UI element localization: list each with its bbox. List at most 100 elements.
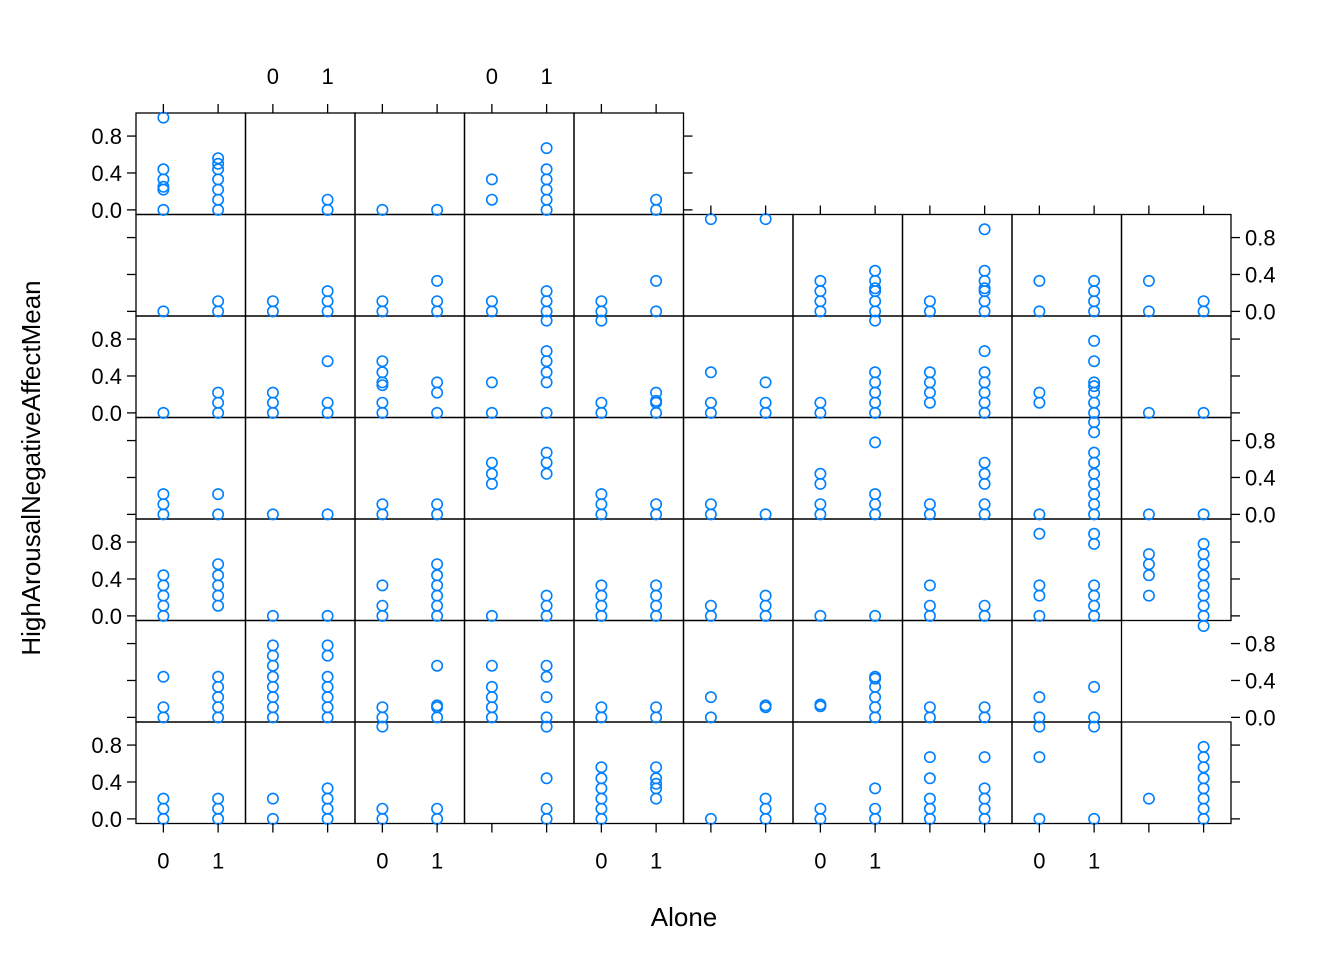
axes-layer: 0.0 0.4 0.8 0.0 0.4 0.8 0.0 0.4 0.8 0.0 0.4 0.8 0.0 0… [91, 64, 1275, 874]
panel-r4-c1 [244, 518, 356, 622]
data-point [1197, 558, 1210, 571]
data-point [869, 295, 882, 308]
data-point [923, 376, 936, 389]
data-point [485, 691, 498, 704]
y-tick-label: 0.0 [1245, 502, 1276, 527]
data-point [869, 314, 882, 327]
data-point [650, 305, 663, 318]
data-point [1197, 751, 1210, 764]
data-point [1197, 802, 1210, 815]
data-point [978, 456, 991, 469]
data-point [814, 467, 827, 480]
data-point [978, 345, 991, 358]
data-point [650, 792, 663, 805]
data-point [869, 711, 882, 724]
data-point [1142, 589, 1155, 602]
panel-r3-c3 [463, 416, 575, 520]
data-point [540, 711, 553, 724]
data-point [431, 498, 444, 511]
data-point [540, 802, 553, 815]
data-point [321, 295, 334, 308]
data-point [1033, 579, 1046, 592]
panel-r1-c9 [1120, 213, 1232, 317]
data-point [212, 589, 225, 602]
y-tick-label: 0.8 [1245, 429, 1276, 454]
data-point [540, 183, 553, 196]
data-point [759, 599, 772, 612]
data-point [1033, 711, 1046, 724]
data-point [540, 285, 553, 298]
data-point [1197, 579, 1210, 592]
x-tick-label: 0 [814, 849, 826, 874]
panel-r1-c4 [573, 213, 685, 317]
data-point [595, 782, 608, 795]
data-point [431, 599, 444, 612]
data-point [266, 670, 279, 683]
data-point [1197, 740, 1210, 753]
data-point [1197, 812, 1210, 825]
data-point [540, 406, 553, 419]
data-point [923, 599, 936, 612]
panel-r0-c2 [354, 112, 466, 216]
y-tick-label: 0.0 [91, 807, 122, 832]
data-point [321, 649, 334, 662]
data-point [978, 223, 991, 236]
data-point [704, 498, 717, 511]
x-axis-title: Alone [651, 902, 718, 932]
data-point [650, 589, 663, 602]
panel-r0-c4 [573, 112, 685, 216]
data-point [157, 305, 170, 318]
data-point [1033, 305, 1046, 318]
data-point [978, 467, 991, 480]
panel-r6-c0 [135, 721, 247, 825]
panel-r3-c5 [682, 416, 794, 520]
data-point [212, 792, 225, 805]
data-point [266, 609, 279, 622]
data-point [431, 802, 444, 815]
data-point [431, 589, 444, 602]
data-point [704, 711, 717, 724]
panel-r4-c8 [1011, 518, 1123, 622]
panel-r3-c7 [901, 416, 1013, 520]
data-point [376, 366, 389, 379]
data-point [704, 691, 717, 704]
panel-r6-c2 [354, 721, 466, 825]
data-point [266, 406, 279, 419]
panel-r3-c0 [135, 416, 247, 520]
y-tick-label: 0.8 [1245, 226, 1276, 251]
data-point [321, 193, 334, 206]
data-point [266, 680, 279, 693]
y-tick-label: 0.4 [91, 770, 122, 795]
data-point [321, 792, 334, 805]
data-point [321, 812, 334, 825]
data-point [212, 812, 225, 825]
data-point [869, 672, 882, 685]
x-tick-label: 1 [212, 849, 224, 874]
panel-r2-c3 [463, 315, 575, 419]
data-point [431, 558, 444, 571]
data-point [978, 366, 991, 379]
data-point [321, 305, 334, 318]
data-point [212, 680, 225, 693]
data-point [212, 386, 225, 399]
data-point [595, 295, 608, 308]
panel-r5-c4 [573, 619, 685, 723]
data-point [869, 396, 882, 409]
data-point [1197, 792, 1210, 805]
data-point [266, 639, 279, 652]
data-point [212, 691, 225, 704]
data-point [1033, 589, 1046, 602]
data-point [978, 295, 991, 308]
panel-r5-c3 [463, 619, 575, 723]
data-point [1197, 589, 1210, 602]
y-tick-label: 0.0 [1245, 705, 1276, 730]
data-point [650, 599, 663, 612]
data-point [1033, 527, 1046, 540]
data-point [595, 812, 608, 825]
data-point [1197, 295, 1210, 308]
y-tick-label: 0.4 [91, 364, 122, 389]
data-point [485, 376, 498, 389]
data-point [1088, 579, 1101, 592]
data-point [978, 477, 991, 490]
data-point [1088, 355, 1101, 368]
